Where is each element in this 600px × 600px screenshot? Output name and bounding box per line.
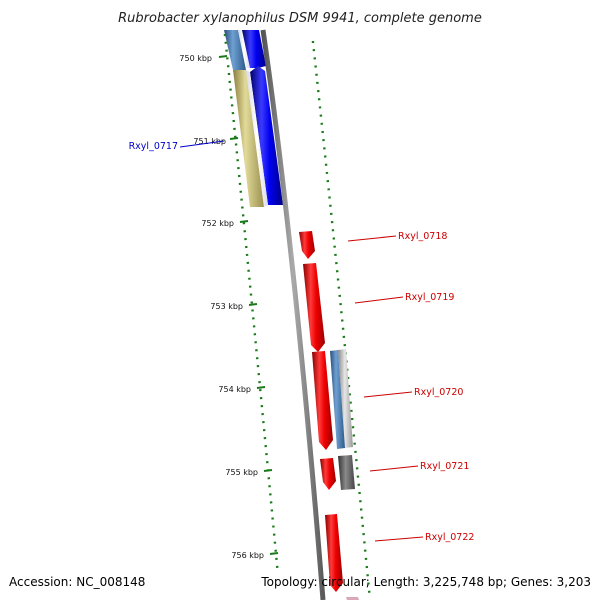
label-rxyl-0720[interactable]: Rxyl_0720 xyxy=(363,387,463,398)
gene-labels: Rxyl_0717 Rxyl_0718 Rxyl_0719 Rxyl_0720 … xyxy=(129,140,474,543)
genome-backbone xyxy=(260,29,326,600)
gene-rxyl-0717-arrow[interactable] xyxy=(250,66,283,205)
label-rxyl-0717[interactable]: Rxyl_0717 xyxy=(129,140,225,152)
tick-label: 751 kbp xyxy=(193,137,226,146)
gene-label[interactable]: Rxyl_0718 xyxy=(398,231,447,242)
tick-label: 750 kbp xyxy=(179,54,212,63)
feature-white-strip[interactable] xyxy=(246,70,268,207)
position-ticks: 750 kbp 751 kbp 752 kbp 753 kbp 754 kbp … xyxy=(179,54,279,560)
gene-label[interactable]: Rxyl_0720 xyxy=(414,387,463,398)
label-rxyl-0721[interactable]: Rxyl_0721 xyxy=(369,461,469,472)
gene-label[interactable]: Rxyl_0717 xyxy=(129,141,178,152)
gene-rxyl-0720-arrow[interactable] xyxy=(312,351,333,450)
tick-label: 754 kbp xyxy=(218,385,251,394)
gene-rxyl-0718-arrow[interactable] xyxy=(299,231,315,259)
gene-rxyl-0721-arrow[interactable] xyxy=(320,458,336,490)
label-rxyl-0719[interactable]: Rxyl_0719 xyxy=(354,292,454,304)
dotted-guide-lines xyxy=(223,33,371,593)
feature-steel-blue-top[interactable] xyxy=(224,30,246,70)
tick-751kbp: 751 kbp xyxy=(193,137,239,146)
map-title: Rubrobacter xylanophilus DSM 9941, compl… xyxy=(118,11,482,26)
genome-summary-text: Topology: circular; Length: 3,225,748 bp… xyxy=(260,575,591,589)
gene-label[interactable]: Rxyl_0722 xyxy=(425,532,474,543)
gene-rxyl-0719-arrow[interactable] xyxy=(303,263,325,352)
tick-label: 753 kbp xyxy=(210,302,243,311)
feature-khaki[interactable] xyxy=(233,70,264,207)
gene-label[interactable]: Rxyl_0719 xyxy=(405,292,454,303)
forward-strand-features xyxy=(224,30,283,207)
tick-754kbp: 754 kbp xyxy=(218,385,266,394)
tick-label: 756 kbp xyxy=(231,551,264,560)
tick-755kbp: 755 kbp xyxy=(225,468,273,477)
feature-gray[interactable] xyxy=(338,455,355,490)
tick-label: 755 kbp xyxy=(225,468,258,477)
feature-light-gray[interactable] xyxy=(338,349,353,448)
accession-text: Accession: NC_008148 xyxy=(9,575,145,589)
gene-label[interactable]: Rxyl_0721 xyxy=(420,461,469,472)
label-rxyl-0718[interactable]: Rxyl_0718 xyxy=(347,231,447,242)
feature-white-top[interactable] xyxy=(238,30,250,68)
gene-rxyl-0716-arrow[interactable] xyxy=(242,30,266,68)
gene-rxyl-0722-arrow[interactable] xyxy=(325,514,343,592)
feature-pink-edge[interactable] xyxy=(346,597,359,600)
label-rxyl-0722[interactable]: Rxyl_0722 xyxy=(374,532,474,543)
tick-752kbp: 752 kbp xyxy=(201,219,249,228)
reverse-strand-features xyxy=(299,231,359,600)
tick-750kbp: 750 kbp xyxy=(179,54,228,63)
tick-label: 752 kbp xyxy=(201,219,234,228)
tick-756kbp: 756 kbp xyxy=(231,551,279,560)
tick-753kbp: 753 kbp xyxy=(210,302,258,311)
feature-steel-blue-lower[interactable] xyxy=(330,350,345,449)
